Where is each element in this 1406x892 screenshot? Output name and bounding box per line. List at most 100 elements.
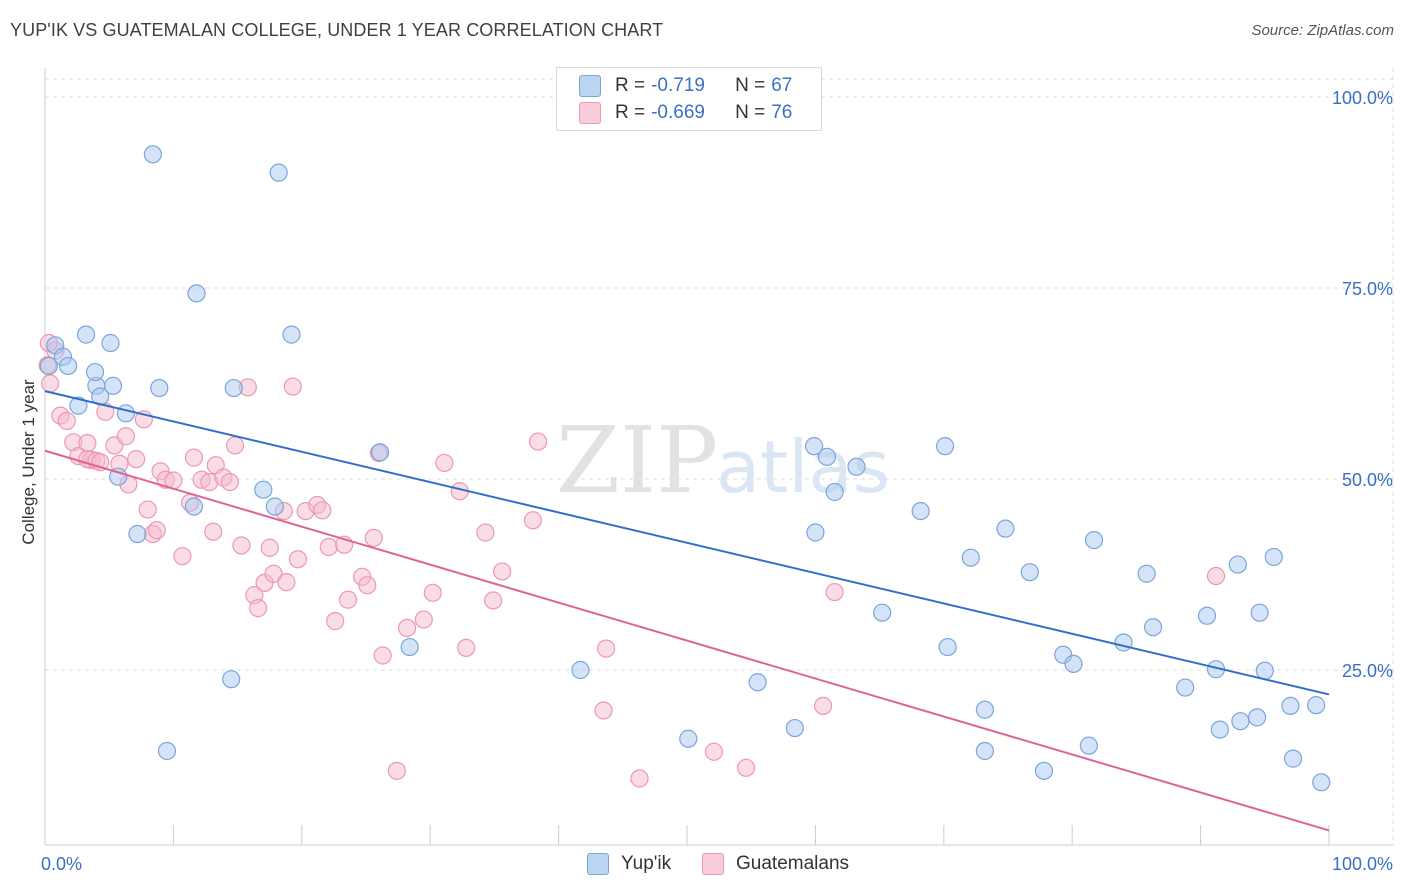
guatemalan-point-20 [138,500,157,519]
guatemalan-point-3 [41,374,60,393]
yupik-point-57 [1210,720,1229,739]
guatemalan-point-71 [594,701,613,720]
yupik-point-48 [1079,736,1098,755]
guatemalan-point-56 [364,528,383,547]
legend-r-label: R = [615,75,646,96]
legend-n-label: N = [735,102,766,123]
yupik-point-12 [109,467,128,486]
guatemalan-point-41 [260,538,279,557]
yupik-point-59 [1247,708,1267,727]
legend-r-value: -0.719 [651,75,705,96]
yupik-point-34 [825,482,844,502]
guatemalan-point-50 [319,537,338,557]
chart-title: YUP'IK VS GUATEMALAN COLLEGE, UNDER 1 YE… [10,20,664,40]
bottom-legend-yupik: Yup'ik [587,852,671,876]
yupik-point-38 [935,437,955,456]
yupik-point-65 [1307,696,1326,715]
yupik-point-30 [785,718,804,738]
yupik-point-39 [938,637,957,657]
yupik-point-4 [76,325,96,344]
guatemalan-point-78 [1206,566,1226,586]
legend-r-label: R = [615,102,646,123]
guatemalan-point-66 [476,523,495,542]
bottom-legend-label-yupik: Yup'ik [621,853,672,874]
guatemalan-point-67 [484,591,503,610]
guatemalan-point-39 [249,599,268,618]
yupik-point-47 [1064,654,1083,673]
legend-row-yupik: R = -0.719 N = 67 [579,73,792,99]
guatemalan-point-58 [373,646,392,665]
guatemalan-point-8 [78,433,97,453]
yupik-point-31 [805,437,824,456]
yupik-point-22 [282,325,301,344]
yupik-point-5 [69,396,88,415]
guatemalan-point-53 [338,590,358,609]
legend-r-value: -0.669 [651,102,705,123]
yupik-point-23 [254,480,273,499]
yupik-point-60 [1250,603,1269,622]
yupik-point-25 [371,443,390,462]
yupik-point-56 [1228,555,1247,574]
yupik-point-61 [1255,661,1274,680]
guatemalan-point-18 [127,450,146,469]
yupik-point-40 [961,548,980,567]
yupik-point-24 [265,497,284,516]
yupik-point-19 [224,378,243,398]
yupik-point-21 [269,163,288,182]
bottom-legend-label-guatemalans: Guatemalans [736,853,850,874]
x-tick-label-100: 100.0% [1332,854,1393,874]
yupik-point-63 [1281,696,1300,716]
guatemalan-point-22 [147,521,166,540]
y-tick-label-100: 100.0% [1332,88,1393,108]
guatemalan-point-34 [220,472,239,492]
yupik-point-66 [1312,773,1331,792]
guatemalan-point-28 [184,448,204,467]
yupik-point-36 [873,603,892,622]
guatemalan-point-75 [736,758,756,777]
guatemalan-point-36 [232,536,251,555]
guatemalan-point-77 [825,582,844,602]
yupik-point-50 [1114,633,1133,652]
guatemalan-point-49 [313,501,332,520]
guatemalan-point-31 [204,522,223,541]
guatemalan-point-45 [283,377,302,396]
yupik-point-51 [1137,564,1156,583]
guatemalan-point-59 [387,761,406,780]
guatemalan-point-62 [423,583,442,602]
guatemalan-point-46 [288,550,308,569]
yupik-point-29 [748,673,767,692]
yupik-point-35 [847,457,866,476]
guatemalan-point-35 [225,436,245,455]
correlation-legend: R = -0.719 N = 67 R = -0.669 N = 76 [556,67,822,131]
axes [44,68,1393,846]
guatemalan-point-16 [116,427,135,446]
yupik-point-45 [1034,761,1054,780]
yupik-point-11 [116,404,135,423]
guatemalan-point-61 [414,610,433,629]
yupik-point-54 [1197,606,1217,625]
guatemalan-point-76 [814,696,833,716]
yupik-point-41 [975,700,994,719]
guatemalan-point-73 [630,769,649,788]
legend-swatch-pink [579,102,601,124]
guatemalan-point-68 [493,562,512,581]
yupik-point-16 [184,497,204,516]
yupik-point-53 [1176,678,1195,697]
y-tick-label-75: 75.0% [1342,279,1393,299]
yupik-point-18 [157,741,177,761]
yupik-trend-line [44,390,1330,696]
yupik-point-3 [59,356,78,376]
yupik-point-33 [817,447,837,466]
y-tick-label-50: 50.0% [1342,470,1393,490]
yupik-point-44 [1020,563,1039,582]
yupik-point-8 [85,362,105,382]
legend-n-label: N = [735,75,766,96]
guatemalan-point-69 [523,511,543,530]
yupik-point-62 [1264,547,1283,567]
watermark: ZIP atlas [556,407,890,514]
yupik-point-15 [150,378,169,398]
yupik-point-32 [806,523,825,542]
yupik-point-9 [103,376,123,395]
legend-n-value: 67 [771,75,793,96]
yupik-point-26 [400,637,419,657]
